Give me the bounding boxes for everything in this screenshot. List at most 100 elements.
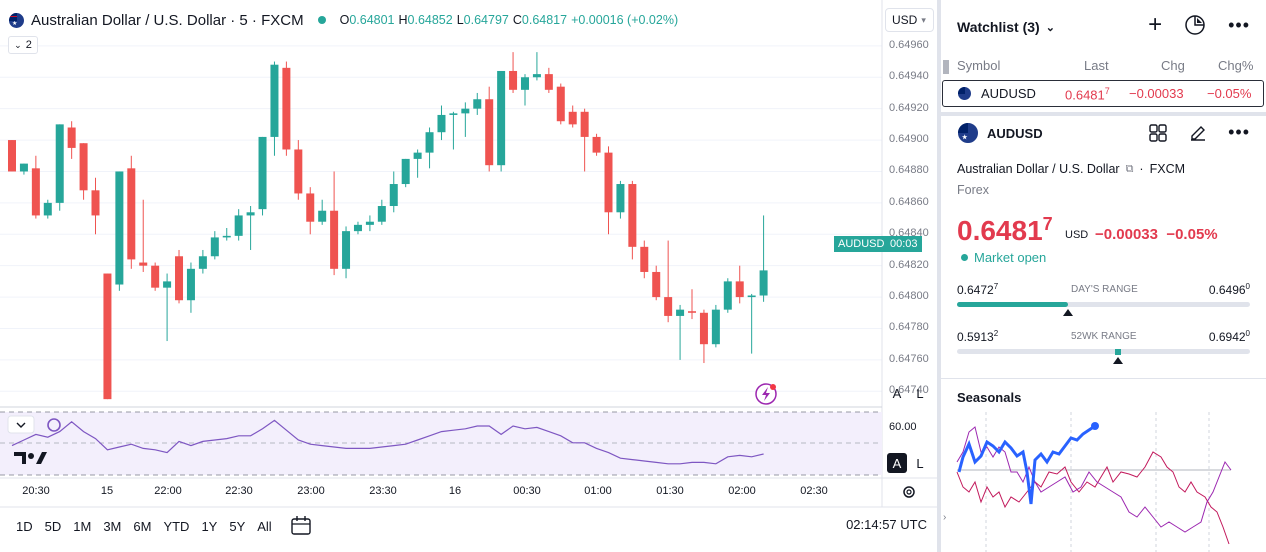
candle-down bbox=[664, 297, 673, 316]
wk52-range-high: 0.69420 bbox=[1208, 329, 1250, 344]
range-button-1y[interactable]: 1Y bbox=[201, 518, 218, 534]
candle-up bbox=[461, 108, 470, 114]
range-button-5y[interactable]: 5Y bbox=[229, 518, 246, 534]
auto-scale-button[interactable]: A bbox=[892, 385, 902, 401]
high-label: H bbox=[398, 13, 408, 27]
candle-down bbox=[79, 143, 88, 191]
settings-gear-icon[interactable] bbox=[903, 486, 915, 498]
price-axis-label: 0.64920 bbox=[889, 101, 929, 114]
legend-collapse-button[interactable]: ⌄ 2 bbox=[8, 36, 38, 54]
candle-up bbox=[55, 124, 64, 203]
rsi-line bbox=[11, 419, 764, 465]
detail-exchange[interactable]: FXCM bbox=[1149, 162, 1186, 176]
chart-legend: ★ Australian Dollar / U.S. Dollar · 5 · … bbox=[8, 10, 682, 30]
candle-down bbox=[8, 140, 16, 172]
days-range-label: DAY'S RANGE bbox=[1071, 284, 1138, 295]
collapse-panel-handle[interactable] bbox=[943, 60, 949, 74]
price-axis-label: 0.64740 bbox=[889, 384, 929, 397]
seasonals-title[interactable]: Seasonals bbox=[957, 390, 1022, 405]
external-link-icon[interactable]: ⧉ bbox=[1125, 162, 1134, 175]
lightning-icon[interactable] bbox=[755, 383, 777, 405]
market-open-dot bbox=[961, 254, 968, 261]
wk52-range-bar bbox=[957, 348, 1250, 355]
rsi-auto-scale-button[interactable]: A bbox=[887, 453, 907, 473]
utc-clock[interactable]: 02:14:57 UTC bbox=[846, 517, 927, 532]
candle-down bbox=[628, 184, 637, 247]
pie-chart-icon[interactable] bbox=[1184, 14, 1206, 36]
price-axis-label: 0.64760 bbox=[889, 352, 929, 365]
seasonals-current-dot bbox=[1091, 422, 1099, 430]
expand-icon[interactable]: › bbox=[943, 512, 947, 523]
range-button-all[interactable]: All bbox=[257, 518, 272, 534]
candle-down bbox=[580, 111, 589, 137]
open-value: 0.64801 bbox=[349, 13, 395, 27]
candle-down bbox=[127, 168, 136, 260]
watchlist-row-audusd[interactable]: AUDUSD 0.64817 −0.00033 −0.05% bbox=[942, 80, 1264, 107]
price-axis-label: 0.64940 bbox=[889, 70, 929, 83]
symbol-title[interactable]: Australian Dollar / U.S. Dollar · 5 · FX… bbox=[31, 11, 304, 29]
rsi-band bbox=[0, 412, 882, 475]
more-options-icon[interactable]: ••• bbox=[1228, 122, 1250, 142]
range-button-6m[interactable]: 6M bbox=[133, 518, 152, 534]
currency-selector[interactable]: USD ▾ bbox=[885, 8, 934, 32]
time-axis-label: 02:30 bbox=[800, 485, 828, 497]
range-button-3m[interactable]: 3M bbox=[103, 518, 122, 534]
price-chart[interactable] bbox=[0, 0, 937, 552]
range-button-5d[interactable]: 5D bbox=[44, 518, 62, 534]
seasonals-line-blue bbox=[957, 424, 1096, 505]
low-label: L bbox=[456, 13, 464, 27]
price-axis-label: 0.64780 bbox=[889, 321, 929, 334]
candle-down bbox=[67, 127, 76, 148]
time-axis-label: 22:30 bbox=[225, 485, 253, 497]
candle-up bbox=[43, 202, 52, 216]
open-label: O bbox=[339, 13, 350, 27]
candle-up bbox=[115, 171, 124, 285]
detail-name[interactable]: Australian Dollar / U.S. Dollar bbox=[957, 162, 1120, 176]
col-chg[interactable]: Chg bbox=[1161, 58, 1185, 73]
seasonals-chart[interactable] bbox=[941, 412, 1266, 552]
wk52-range-low: 0.59132 bbox=[957, 329, 999, 344]
more-options-icon[interactable]: ••• bbox=[1228, 14, 1250, 35]
candle-down bbox=[688, 311, 697, 313]
price-axis-label: 0.64800 bbox=[889, 290, 929, 303]
panel-splitter[interactable] bbox=[937, 0, 941, 552]
watchlist-toolbar: + ••• bbox=[1148, 11, 1250, 38]
candle-down bbox=[568, 111, 577, 125]
candle-down bbox=[509, 70, 518, 90]
indicator-count: 2 bbox=[25, 39, 32, 51]
time-axis-label: 22:00 bbox=[154, 485, 182, 497]
range-button-1m[interactable]: 1M bbox=[73, 518, 92, 534]
add-symbol-icon[interactable]: + bbox=[1148, 11, 1163, 38]
col-chgp[interactable]: Chg% bbox=[1218, 58, 1254, 73]
candle-down bbox=[604, 152, 613, 213]
detail-symbol[interactable]: AUDUSD bbox=[987, 125, 1043, 141]
col-last[interactable]: Last bbox=[1084, 58, 1109, 73]
tradingview-logo-icon[interactable] bbox=[14, 452, 47, 464]
range-button-1d[interactable]: 1D bbox=[16, 518, 33, 534]
close-value: 0.64817 bbox=[521, 13, 568, 27]
countdown-tag: 00:03 bbox=[886, 236, 922, 252]
range-button-ytd[interactable]: YTD bbox=[163, 518, 190, 534]
candle-up bbox=[520, 77, 529, 90]
currency-label: USD bbox=[892, 13, 918, 27]
candle-up bbox=[759, 270, 768, 296]
chart-panel[interactable]: ★ Australian Dollar / U.S. Dollar · 5 · … bbox=[0, 0, 937, 552]
days-range-low: 0.64727 bbox=[957, 282, 999, 297]
rsi-log-scale-button[interactable]: L bbox=[916, 455, 924, 471]
detail-change: −0.00033 −0.05% bbox=[1095, 226, 1218, 243]
grid-icon[interactable] bbox=[1148, 123, 1168, 143]
rsi-collapse-button[interactable] bbox=[7, 415, 35, 434]
watchlist-header[interactable]: Watchlist (3) ⌄ bbox=[957, 19, 1055, 35]
log-scale-button[interactable]: L bbox=[916, 385, 924, 401]
calendar-icon[interactable] bbox=[291, 516, 311, 535]
candle-down bbox=[151, 265, 160, 288]
seasonals-line-purple bbox=[956, 426, 1232, 533]
refresh-icon[interactable] bbox=[47, 418, 61, 432]
edit-icon[interactable] bbox=[1188, 123, 1208, 143]
col-symbol[interactable]: Symbol bbox=[957, 58, 1001, 73]
candles-group bbox=[8, 52, 768, 400]
chevron-down-icon: ⌄ bbox=[14, 39, 22, 50]
price-axis-label: 0.64960 bbox=[889, 38, 929, 51]
wk52-range-label: 52WK RANGE bbox=[1071, 331, 1137, 342]
candle-down bbox=[282, 67, 291, 150]
